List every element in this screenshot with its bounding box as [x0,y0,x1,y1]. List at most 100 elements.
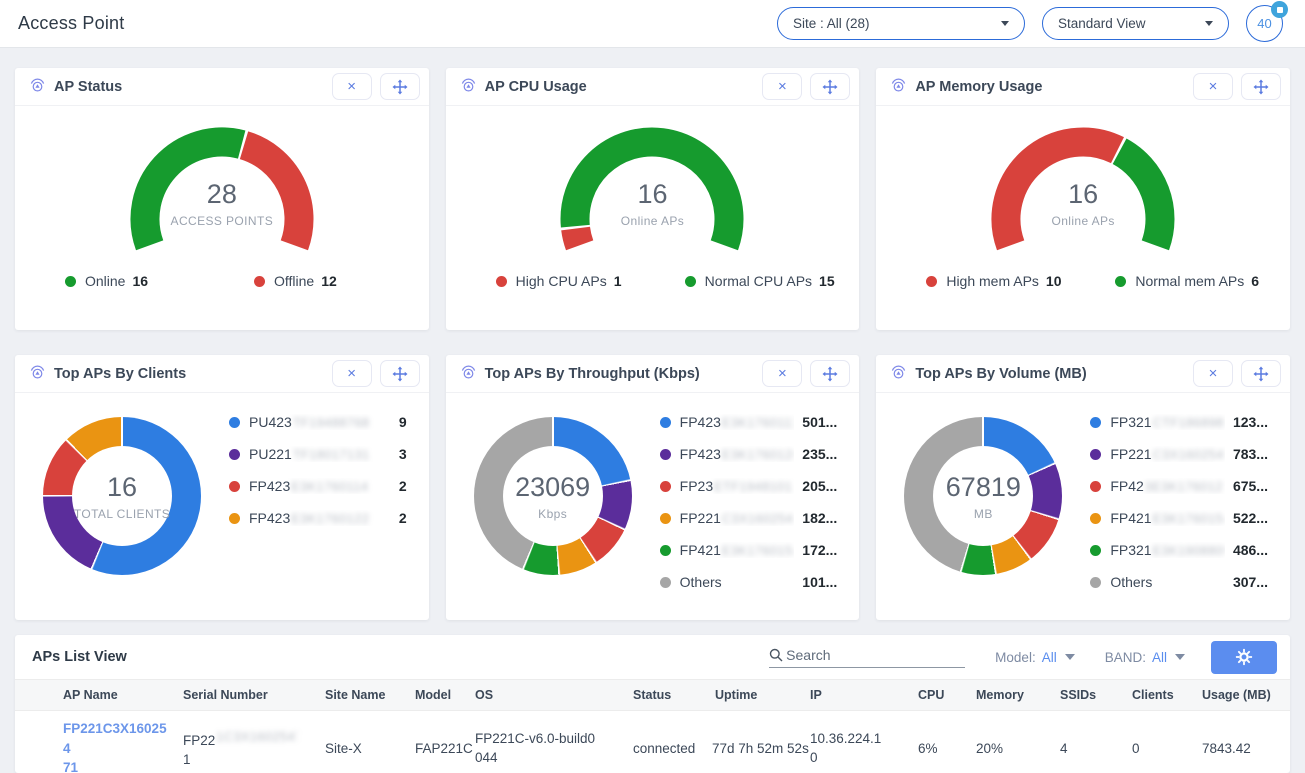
card-title: AP Status [54,78,123,95]
legend-dot [65,275,76,287]
legend-item[interactable]: FP42 3E3K176012 675... [1090,470,1268,502]
legend-item[interactable]: FP321 E3K1908809 486... [1090,534,1268,566]
card-header: AP CPU Usage × [445,68,860,106]
redacted-text: C3X1602547 [721,512,795,526]
table-settings-button[interactable] [1211,640,1277,674]
column-header: Status [625,679,707,711]
column-header: OS [467,679,625,711]
model-filter-label: Model: [995,649,1036,665]
legend-dot [1115,275,1127,287]
move-icon [1253,366,1269,381]
band-filter-label: BAND: [1104,649,1146,665]
move-icon [392,79,408,94]
legend-value: 235... [802,446,838,462]
move-card-button[interactable] [379,360,420,387]
legend-value: 307... [1232,574,1268,590]
legend-label: FP221 C3X1602547 [679,510,795,526]
move-card-button[interactable] [1240,360,1281,387]
gauge-legend: High CPU APs 1 Normal CPU APs 15 [446,273,860,289]
legend-item[interactable]: FP423 E3K1760122 2 [229,502,407,534]
move-icon [822,366,838,381]
site-selector-dropdown[interactable]: Site : All (28) [777,7,1025,40]
legend-item[interactable]: Normal mem APs 6 [1115,273,1270,289]
card-ap-status: AP Status × 28 ACCESS POINTS Online 16 Off… [15,68,429,330]
gauge-center-value: 16 [1068,179,1099,209]
redacted-text: 3E3K176012 [1144,480,1224,494]
ip-cell: 10.36.224.1 0 [802,710,910,773]
legend-item[interactable]: FP321 CTF1868987 123... [1090,406,1268,438]
close-card-button[interactable]: × [762,73,803,100]
legend-dot [926,275,938,287]
legend-label: FP421 E3K1760154 [1110,510,1225,526]
ap-cpu-gauge: 16 Online APs [537,115,767,255]
close-card-button[interactable]: × [762,360,803,387]
legend-item[interactable]: Others 307... [1090,566,1268,598]
column-header: CPU [910,679,968,711]
legend-item[interactable]: High mem APs 10 [926,273,1115,289]
view-selector-dropdown[interactable]: Standard View [1042,7,1229,40]
legend-item[interactable]: Online 16 [65,273,254,289]
legend-item[interactable]: FP221 C3X1602547 783... [1090,438,1268,470]
band-filter-dropdown[interactable]: BAND: All [1105,650,1185,665]
legend-value: 2 [398,510,407,526]
legend-label: FP423 E3K1760114 [249,478,369,494]
legend-item[interactable]: FP421 E3K1760154 522... [1090,502,1268,534]
table-row[interactable]: FP221C3X160254 71 FP221C3X1602547 1 Site-… [15,710,1290,773]
legend-item[interactable]: FP23 ETF1948101 205... [659,470,837,502]
move-card-button[interactable] [379,73,420,100]
cpu-cell: 6% [910,710,968,773]
view-selector-label: Standard View [1058,16,1146,31]
legend-value: 9 [398,414,407,430]
legend-item[interactable]: FP221 C3X1602547 182... [659,502,838,534]
legend-dot [684,275,696,287]
legend-value: 123... [1232,414,1268,430]
gauge-legend: High mem APs 10 Normal mem APs 6 [876,273,1290,289]
legend-label: PU221 TF18017131 [249,446,370,462]
legend-item[interactable]: FP423 E3K1760111 501... [659,406,837,438]
donut-legend: FP423 E3K1760111 501... FP423 E3K1760126 235.… [659,406,838,598]
legend-value: 182... [802,510,838,526]
legend-item[interactable]: PU221 TF18017131 3 [229,438,407,470]
legend-item[interactable]: Offline 12 [254,273,409,289]
legend-value: 101... [802,574,838,590]
close-icon: × [1208,365,1218,382]
legend-label: FP321 CTF1868987 [1110,414,1225,430]
legend-item[interactable]: Others 101... [659,566,838,598]
legend-item[interactable]: FP421 E3K1760154 172... [659,534,837,566]
search-input[interactable] [786,646,966,663]
legend-item[interactable]: FP423 E3K1760114 2 [229,470,407,502]
close-card-button[interactable]: × [331,73,372,100]
table-header-row: AP Name Serial Number Site Name Model OS Stat… [15,679,1290,711]
move-card-button[interactable] [810,360,851,387]
legend-label: FP321 E3K1908809 [1110,542,1225,558]
move-card-button[interactable] [1240,73,1281,100]
legend-dot [659,448,671,460]
legend-dot [229,512,240,524]
legend-label: FP221 C3X1602547 [1110,446,1225,462]
stop-refresh-icon[interactable] [1271,1,1288,18]
gauge-segment [1112,138,1175,251]
top-bar: Access Point Site : All (28) Standard Vi… [0,0,1305,48]
redacted-text: E3K1760114 [291,480,369,494]
refresh-countdown-button[interactable]: 40 [1246,1,1288,42]
donut-legend: PU423 TF19488768 9 PU221 TF18017131 3 FP423 E3K… [229,406,407,534]
column-header: SSIDs [1052,679,1124,711]
legend-item[interactable]: High CPU APs 1 [495,273,685,289]
ssids-cell: 4 [1052,710,1124,773]
legend-item[interactable]: PU423 TF19488768 9 [229,406,407,438]
ap-name-link[interactable]: FP221C3X160254 71 [63,721,167,773]
column-header: Clients [1124,679,1194,711]
legend-label: Normal mem APs [1135,273,1245,289]
legend-item[interactable]: Normal CPU APs 15 [684,273,840,289]
model-filter-dropdown[interactable]: Model: All [995,650,1075,665]
close-card-button[interactable]: × [1192,73,1233,100]
os-cell: FP221C-v6.0-build0 044 [467,710,625,773]
close-card-button[interactable]: × [331,360,372,387]
move-card-button[interactable] [810,73,851,100]
close-card-button[interactable]: × [1192,360,1233,387]
gear-icon [1235,648,1253,666]
move-icon [1253,79,1269,94]
legend-item[interactable]: FP423 E3K1760126 235... [659,438,838,470]
legend-value: 15 [819,273,835,289]
top-clients-donut: 16 TOTAL CLIENTS [43,417,201,575]
